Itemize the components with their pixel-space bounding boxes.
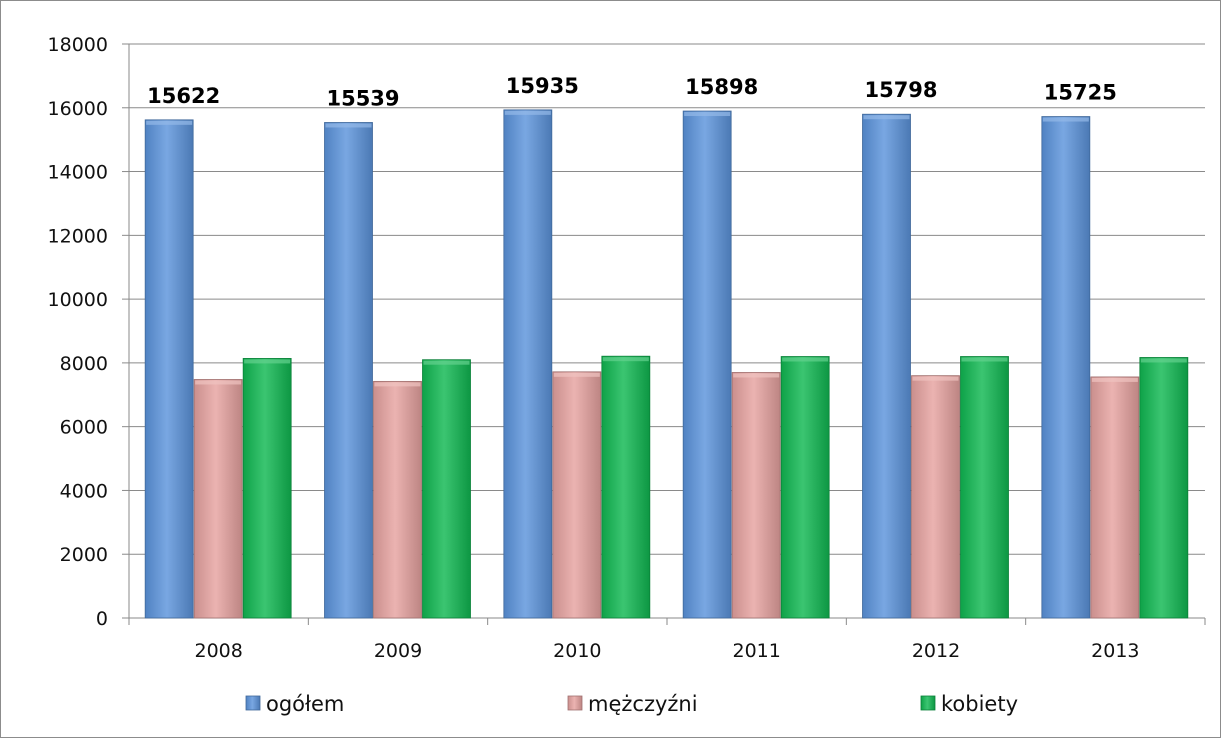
legend-swatch [245,695,261,711]
data-label: 15539 [326,86,399,110]
bar-highlight [733,373,780,378]
bar-highlight [782,357,829,362]
y-tick-label: 12000 [48,225,108,247]
legend-swatch [567,695,583,711]
bar-highlight [863,115,910,120]
x-tick-label: 2010 [553,640,601,662]
legend-label: kobiety [941,692,1018,716]
bar-ogółem-2008 [144,119,194,619]
x-tick-label: 2011 [732,640,780,662]
y-tick-label: 10000 [48,289,108,311]
bar-kobiety-2009 [422,359,471,619]
legend-item: kobiety [920,692,1018,716]
bar-ogółem-2009 [324,122,373,619]
legend-swatch [920,695,936,711]
legend-item: ogółem [245,692,344,716]
data-labels: 15622 15539 15935 15898 15798 15725 [147,74,1117,111]
bar-highlight [504,110,551,115]
bar-mężczyźni-2010 [552,371,602,619]
x-tick-label: 2008 [194,640,242,662]
bar-highlight [553,372,600,377]
bar-kobiety-2011 [780,356,830,619]
y-tick-label: 16000 [48,98,108,120]
bar-mężczyźni-2008 [193,379,243,619]
axes: 0 2000 4000 6000 8000 10000 12000 14000 16000 180… [48,34,1206,662]
y-tick-label: 6000 [60,417,108,439]
bar-ogółem-2010 [503,109,553,619]
bar-mężczyźni-2009 [373,380,422,619]
bar-highlight [1042,117,1089,122]
data-label: 15898 [685,75,758,99]
bar-ogółem-2012 [862,113,911,619]
bar-highlight [423,360,470,365]
legend: ogółem mężczyźni kobiety [245,692,1018,716]
legend-item: mężczyźni [567,692,698,716]
y-tick-label: 2000 [60,544,108,566]
bar-mężczyźni-2012 [911,375,960,619]
bar-mężczyźni-2011 [731,372,781,619]
bar-highlight [195,380,242,385]
bar-ogółem-2011 [682,110,732,619]
bar-kobiety-2010 [601,355,651,619]
y-tick-label: 8000 [60,353,108,375]
bar-ogółem-2013 [1041,116,1091,619]
bar-highlight [1140,358,1187,363]
y-tick-label: 14000 [48,162,108,184]
x-tick-label: 2013 [1091,640,1139,662]
legend-label: mężczyźni [588,692,698,716]
x-tick-label: 2009 [374,640,422,662]
bar-highlight [912,376,959,381]
y-tick-label: 0 [96,608,108,630]
data-label: 15725 [1044,81,1117,105]
bar-highlight [961,357,1008,362]
bar-kobiety-2013 [1139,357,1189,619]
data-label: 15935 [506,74,579,98]
x-tick-label: 2012 [912,640,960,662]
legend-label: ogółem [266,692,344,716]
bar-highlight [1091,377,1138,382]
bar-highlight [602,357,649,362]
bar-kobiety-2012 [960,356,1009,619]
y-tick-label: 18000 [48,34,108,56]
bar-highlight [244,359,291,364]
bar-kobiety-2008 [242,358,292,619]
bar-highlight [325,123,372,128]
bar-highlight [146,120,193,125]
gridlines [129,43,1205,555]
bars [144,109,1189,619]
y-tick-label: 4000 [60,480,108,502]
bar-highlight [374,382,421,387]
data-label: 15798 [864,78,937,102]
bar-highlight [684,112,731,117]
bar-mężczyźni-2013 [1090,376,1140,619]
data-label: 15622 [147,84,220,108]
